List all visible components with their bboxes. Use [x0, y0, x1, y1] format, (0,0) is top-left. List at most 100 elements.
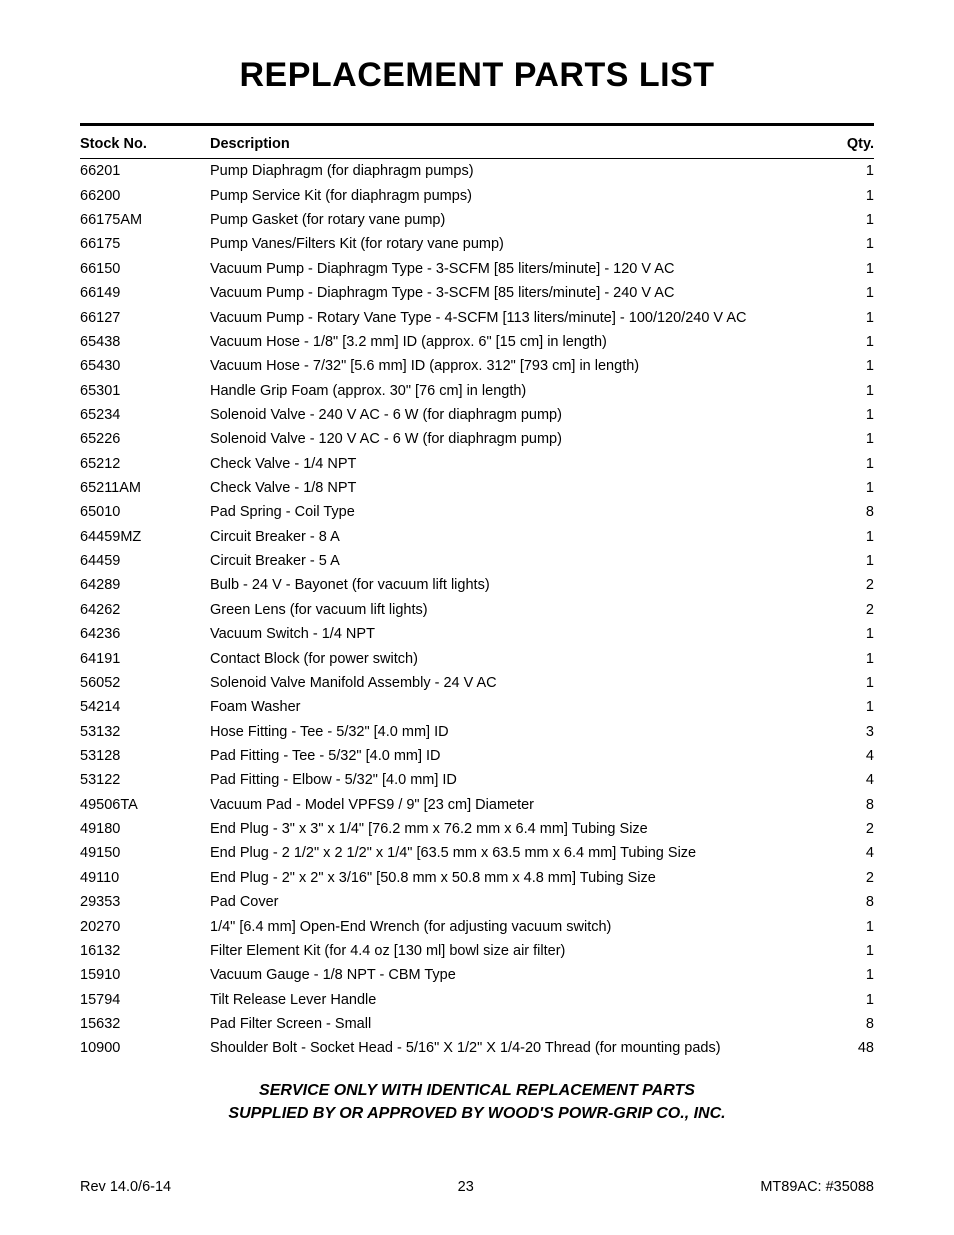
- warning-line-1: SERVICE ONLY WITH IDENTICAL REPLACEMENT …: [80, 1079, 874, 1102]
- cell-desc: Vacuum Hose - 1/8" [3.2 mm] ID (approx. …: [210, 330, 824, 354]
- cell-desc: Foam Washer: [210, 695, 824, 719]
- footer-model: MT89AC: #35088: [760, 1179, 874, 1195]
- table-row: 202701/4" [6.4 mm] Open-End Wrench (for …: [80, 915, 874, 939]
- table-row: 54214Foam Washer1: [80, 695, 874, 719]
- table-row: 64191Contact Block (for power switch)1: [80, 647, 874, 671]
- service-warning: SERVICE ONLY WITH IDENTICAL REPLACEMENT …: [80, 1079, 874, 1125]
- cell-stock: 56052: [80, 671, 210, 695]
- table-row: 65212Check Valve - 1/4 NPT1: [80, 452, 874, 476]
- cell-qty: 1: [824, 281, 874, 305]
- cell-desc: Vacuum Pad - Model VPFS9 / 9" [23 cm] Di…: [210, 793, 824, 817]
- table-header-row: Stock No. Description Qty.: [80, 132, 874, 159]
- cell-stock: 49110: [80, 866, 210, 890]
- footer-page-number: 23: [458, 1179, 474, 1195]
- table-row: 64262Green Lens (for vacuum lift lights)…: [80, 598, 874, 622]
- cell-stock: 53132: [80, 720, 210, 744]
- cell-qty: 2: [824, 598, 874, 622]
- parts-table: Stock No. Description Qty. 66201Pump Dia…: [80, 132, 874, 1061]
- table-row: 56052Solenoid Valve Manifold Assembly - …: [80, 671, 874, 695]
- table-row: 15910Vacuum Gauge - 1/8 NPT - CBM Type1: [80, 963, 874, 987]
- cell-desc: End Plug - 3" x 3" x 1/4" [76.2 mm x 76.…: [210, 817, 824, 841]
- cell-stock: 49506TA: [80, 793, 210, 817]
- cell-qty: 1: [824, 963, 874, 987]
- cell-desc: Bulb - 24 V - Bayonet (for vacuum lift l…: [210, 573, 824, 597]
- cell-qty: 1: [824, 159, 874, 184]
- cell-stock: 65234: [80, 403, 210, 427]
- table-row: 66149Vacuum Pump - Diaphragm Type - 3-SC…: [80, 281, 874, 305]
- table-row: 65010Pad Spring - Coil Type8: [80, 500, 874, 524]
- col-header-qty: Qty.: [824, 132, 874, 159]
- cell-stock: 66127: [80, 306, 210, 330]
- footer-rev: Rev 14.0/6-14: [80, 1179, 171, 1195]
- cell-desc: Pad Cover: [210, 890, 824, 914]
- cell-stock: 49180: [80, 817, 210, 841]
- table-row: 64289Bulb - 24 V - Bayonet (for vacuum l…: [80, 573, 874, 597]
- cell-qty: 1: [824, 330, 874, 354]
- cell-stock: 54214: [80, 695, 210, 719]
- cell-desc: Check Valve - 1/8 NPT: [210, 476, 824, 500]
- cell-qty: 4: [824, 744, 874, 768]
- cell-qty: 1: [824, 671, 874, 695]
- cell-desc: Circuit Breaker - 8 A: [210, 525, 824, 549]
- cell-desc: Pump Service Kit (for diaphragm pumps): [210, 184, 824, 208]
- cell-stock: 53128: [80, 744, 210, 768]
- table-row: 53132Hose Fitting - Tee - 5/32" [4.0 mm]…: [80, 720, 874, 744]
- cell-stock: 10900: [80, 1036, 210, 1060]
- cell-desc: Pad Spring - Coil Type: [210, 500, 824, 524]
- cell-desc: Vacuum Pump - Rotary Vane Type - 4-SCFM …: [210, 306, 824, 330]
- page-title: REPLACEMENT PARTS LIST: [80, 56, 874, 95]
- cell-stock: 29353: [80, 890, 210, 914]
- table-row: 64236Vacuum Switch - 1/4 NPT1: [80, 622, 874, 646]
- cell-desc: Handle Grip Foam (approx. 30" [76 cm] in…: [210, 379, 824, 403]
- cell-stock: 49150: [80, 841, 210, 865]
- cell-qty: 8: [824, 1012, 874, 1036]
- cell-qty: 1: [824, 379, 874, 403]
- cell-qty: 1: [824, 427, 874, 451]
- cell-qty: 1: [824, 354, 874, 378]
- cell-qty: 48: [824, 1036, 874, 1060]
- table-row: 66127Vacuum Pump - Rotary Vane Type - 4-…: [80, 306, 874, 330]
- table-row: 29353Pad Cover8: [80, 890, 874, 914]
- cell-desc: Filter Element Kit (for 4.4 oz [130 ml] …: [210, 939, 824, 963]
- cell-stock: 66150: [80, 257, 210, 281]
- cell-stock: 20270: [80, 915, 210, 939]
- col-header-stock: Stock No.: [80, 132, 210, 159]
- table-row: 16132Filter Element Kit (for 4.4 oz [130…: [80, 939, 874, 963]
- table-row: 49180End Plug - 3" x 3" x 1/4" [76.2 mm …: [80, 817, 874, 841]
- cell-qty: 8: [824, 500, 874, 524]
- cell-stock: 64459MZ: [80, 525, 210, 549]
- cell-desc: Contact Block (for power switch): [210, 647, 824, 671]
- cell-stock: 66175AM: [80, 208, 210, 232]
- cell-desc: Vacuum Pump - Diaphragm Type - 3-SCFM [8…: [210, 257, 824, 281]
- cell-desc: Pad Filter Screen - Small: [210, 1012, 824, 1036]
- cell-desc: Tilt Release Lever Handle: [210, 988, 824, 1012]
- cell-qty: 1: [824, 257, 874, 281]
- cell-desc: End Plug - 2" x 2" x 3/16" [50.8 mm x 50…: [210, 866, 824, 890]
- table-row: 66150Vacuum Pump - Diaphragm Type - 3-SC…: [80, 257, 874, 281]
- table-row: 64459MZCircuit Breaker - 8 A1: [80, 525, 874, 549]
- cell-stock: 65212: [80, 452, 210, 476]
- cell-desc: End Plug - 2 1/2" x 2 1/2" x 1/4" [63.5 …: [210, 841, 824, 865]
- cell-qty: 1: [824, 622, 874, 646]
- cell-qty: 8: [824, 793, 874, 817]
- warning-line-2: SUPPLIED BY OR APPROVED BY WOOD'S POWR-G…: [80, 1102, 874, 1125]
- cell-qty: 1: [824, 939, 874, 963]
- cell-desc: Vacuum Hose - 7/32" [5.6 mm] ID (approx.…: [210, 354, 824, 378]
- cell-qty: 1: [824, 208, 874, 232]
- table-row: 64459Circuit Breaker - 5 A1: [80, 549, 874, 573]
- cell-desc: Vacuum Pump - Diaphragm Type - 3-SCFM [8…: [210, 281, 824, 305]
- cell-qty: 1: [824, 452, 874, 476]
- cell-desc: Solenoid Valve Manifold Assembly - 24 V …: [210, 671, 824, 695]
- cell-stock: 53122: [80, 768, 210, 792]
- cell-desc: Vacuum Gauge - 1/8 NPT - CBM Type: [210, 963, 824, 987]
- cell-desc: Solenoid Valve - 240 V AC - 6 W (for dia…: [210, 403, 824, 427]
- cell-desc: Hose Fitting - Tee - 5/32" [4.0 mm] ID: [210, 720, 824, 744]
- rule-top: [80, 123, 874, 126]
- cell-qty: 1: [824, 184, 874, 208]
- table-row: 66175AMPump Gasket (for rotary vane pump…: [80, 208, 874, 232]
- cell-qty: 1: [824, 647, 874, 671]
- table-row: 66175Pump Vanes/Filters Kit (for rotary …: [80, 232, 874, 256]
- cell-desc: Pad Fitting - Elbow - 5/32" [4.0 mm] ID: [210, 768, 824, 792]
- cell-desc: Vacuum Switch - 1/4 NPT: [210, 622, 824, 646]
- cell-stock: 66149: [80, 281, 210, 305]
